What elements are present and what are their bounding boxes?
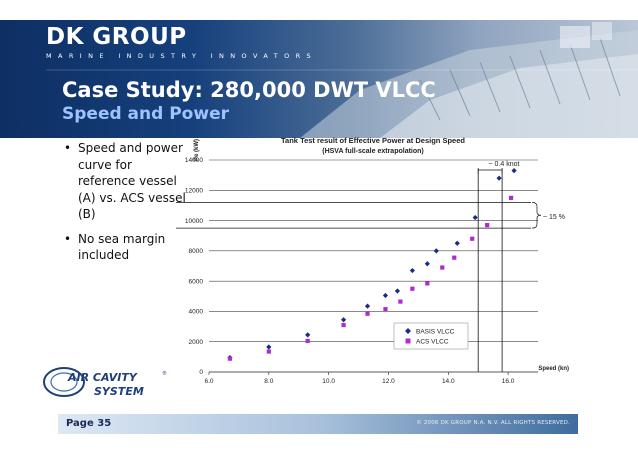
basis-data-point bbox=[424, 261, 430, 267]
chart-subtitle: (HSVA full-scale extrapolation) bbox=[322, 148, 424, 155]
brand-name: DK GROUP bbox=[46, 24, 187, 50]
header-banner: DK GROUP MARINE INDUSTRY INNOVATORS Case… bbox=[0, 20, 638, 138]
page-number: Page 35 bbox=[66, 418, 112, 429]
y-tick-label: 2000 bbox=[189, 339, 204, 346]
y-tick-label: 10000 bbox=[185, 218, 203, 225]
chart-title: Tank Test result of Effective Power at D… bbox=[281, 136, 465, 145]
acs-data-point bbox=[452, 255, 457, 260]
basis-data-point bbox=[364, 303, 371, 309]
legend-acs-marker bbox=[405, 338, 411, 344]
bullet-dot: • bbox=[64, 141, 72, 155]
brand-tagline: MARINE INDUSTRY INNOVATORS bbox=[46, 52, 318, 60]
ship-photo bbox=[46, 22, 638, 138]
logo-registered-mark: ® bbox=[162, 370, 167, 377]
acs-data-point bbox=[425, 281, 430, 286]
acs-data-point bbox=[470, 236, 475, 241]
chart-legend: BASIS VLCC ACS VLCC bbox=[393, 322, 469, 350]
acs-data-point bbox=[508, 195, 514, 200]
x-axis-label: Speed (kn) bbox=[538, 366, 569, 372]
legend-acs-label: ACS VLCC bbox=[416, 339, 449, 346]
basis-data-point bbox=[266, 344, 272, 350]
bullet-item: • Speed and power curve for reference ve… bbox=[64, 140, 190, 223]
y-tick-label: 8000 bbox=[189, 248, 204, 255]
power-delta-brace bbox=[531, 202, 542, 229]
x-tick-label: 10.0 bbox=[322, 378, 335, 385]
logo-text-line2: SYSTEM bbox=[94, 385, 144, 398]
air-cavity-system-logo: AIR CAVITY ® SYSTEM bbox=[43, 367, 167, 398]
legend-basis-marker bbox=[405, 328, 411, 334]
acs-data-point bbox=[383, 307, 388, 312]
bullet-list: • Speed and power curve for reference ve… bbox=[64, 140, 190, 272]
basis-data-point bbox=[394, 288, 401, 294]
x-tick-label: 6.0 bbox=[204, 378, 213, 385]
y-tick-label: 4000 bbox=[189, 309, 204, 316]
basis-data-point bbox=[496, 175, 502, 181]
basis-data-point bbox=[409, 267, 415, 274]
legend-basis-label: BASIS VLCC bbox=[416, 329, 455, 336]
copyright-notice: © 2006 DK GROUP N.A. N.V. ALL RIGHTS RES… bbox=[416, 420, 570, 426]
y-tick-label: 12000 bbox=[185, 187, 203, 194]
logo-text-line1: AIR CAVITY bbox=[67, 371, 138, 384]
basis-data-point bbox=[305, 332, 311, 338]
y-tick-label: 0 bbox=[199, 369, 203, 376]
power-chart: 0 2000 4000 6000 8000 10000 12000 14000 6.0 8.0 10… bbox=[176, 136, 569, 385]
bullet-item: • No sea margin included bbox=[64, 231, 190, 264]
x-tick-label: 14.0 bbox=[442, 378, 455, 385]
basis-data-point bbox=[454, 240, 460, 246]
bullet-text: No sea margin included bbox=[78, 231, 166, 263]
acs-data-point bbox=[485, 223, 490, 228]
x-tick-label: 12.0 bbox=[382, 378, 395, 385]
bullet-dot: • bbox=[64, 231, 72, 246]
x-tick-label: 16.0 bbox=[502, 378, 515, 385]
power-delta-annotation: ~ 15 % bbox=[543, 214, 565, 221]
basis-data-point bbox=[433, 248, 439, 254]
acs-data-point bbox=[227, 356, 233, 361]
x-tick-label: 8.0 bbox=[264, 378, 273, 385]
y-axis-label: Pe (kW) bbox=[194, 139, 200, 161]
acs-data-point bbox=[305, 338, 310, 344]
acs-data-point bbox=[365, 311, 370, 316]
acs-data-point bbox=[266, 349, 271, 354]
y-tick-label: 14000 bbox=[185, 157, 203, 164]
basis-data-point bbox=[340, 317, 347, 323]
slide-title: Case Study: 280,000 DWT VLCC bbox=[62, 78, 436, 102]
basis-data-point bbox=[511, 168, 517, 174]
y-tick-label: 6000 bbox=[189, 278, 204, 285]
acs-data-point bbox=[398, 299, 403, 304]
basis-data-point bbox=[382, 292, 389, 299]
footer-bar: Page 35 © 2006 DK GROUP N.A. N.V. ALL RI… bbox=[58, 414, 578, 434]
basis-data-point bbox=[472, 214, 478, 221]
slide-subtitle: Speed and Power bbox=[62, 104, 229, 124]
acs-data-point bbox=[410, 286, 415, 291]
speed-delta-bracket bbox=[477, 169, 503, 174]
speed-delta-annotation: ~ 0.4 knot bbox=[489, 161, 520, 168]
bullet-text: Speed and power curve for reference vess… bbox=[78, 141, 186, 221]
acs-data-point bbox=[440, 265, 445, 270]
acs-data-point bbox=[341, 322, 346, 328]
